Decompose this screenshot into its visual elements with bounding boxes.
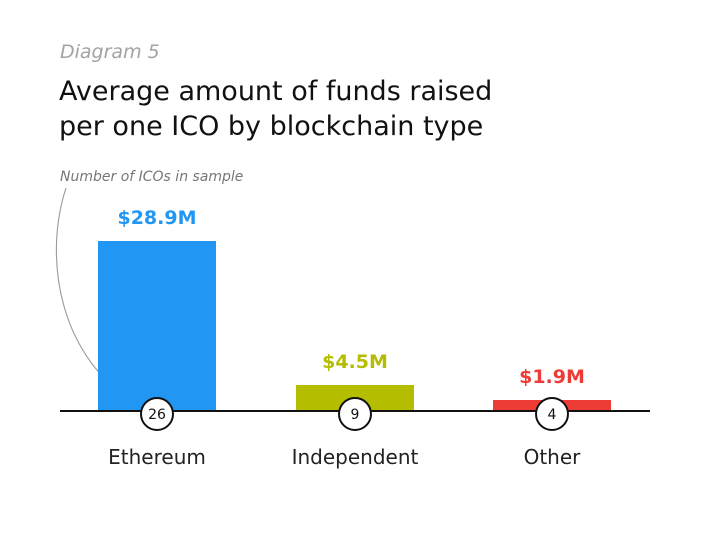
sample-count-circle-other bbox=[535, 397, 569, 431]
bars-layer: $28.9M $4.5M $1.9M bbox=[98, 207, 611, 411]
chart-title-line-1: Average amount of funds raised bbox=[59, 76, 493, 107]
sample-count-other: 4 bbox=[548, 407, 557, 423]
annotation-text: Number of ICOs in sample bbox=[60, 169, 243, 185]
bar-ethereum bbox=[98, 241, 216, 411]
chart-title-line-2: per one ICO by blockchain type bbox=[59, 111, 484, 142]
category-label-other: Other bbox=[524, 445, 582, 469]
value-label-ethereum: $28.9M bbox=[117, 207, 196, 229]
category-label-independent: Independent bbox=[292, 445, 419, 469]
sample-count-ethereum: 26 bbox=[148, 407, 166, 423]
chart-title: Average amount of funds raised per one I… bbox=[59, 74, 619, 144]
value-label-independent: $4.5M bbox=[322, 351, 388, 373]
category-label-ethereum: Ethereum bbox=[108, 445, 206, 469]
sample-markers-layer: 26 Ethereum 9 Independent 4 Other bbox=[108, 397, 582, 469]
sample-count-independent: 9 bbox=[351, 407, 360, 423]
diagram-label: Diagram 5 bbox=[60, 41, 160, 63]
value-label-other: $1.9M bbox=[519, 366, 585, 388]
sample-count-circle-independent bbox=[338, 397, 372, 431]
sample-count-circle-ethereum bbox=[140, 397, 174, 431]
